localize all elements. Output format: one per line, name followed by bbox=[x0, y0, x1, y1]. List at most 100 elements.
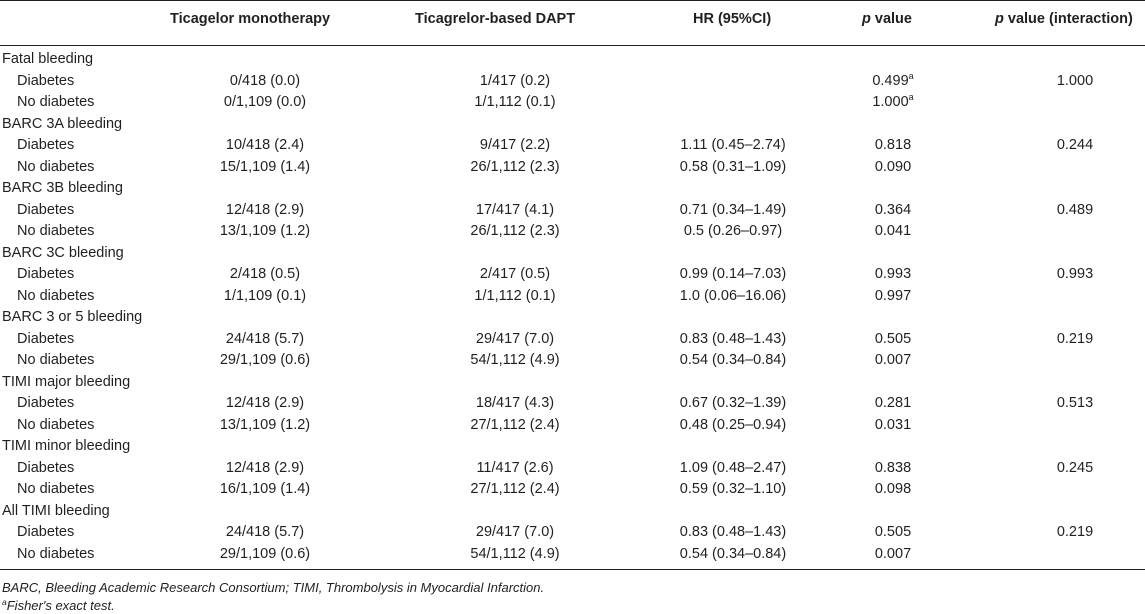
cell-p-value: 0.007 bbox=[874, 352, 912, 368]
cell-p-interaction: 0.489 bbox=[1056, 201, 1094, 218]
cell-p-interaction: 0.219 bbox=[1056, 524, 1094, 540]
header-p-interaction: p value (interaction) bbox=[995, 11, 1133, 27]
footnote-a: aFisher's exact test. bbox=[2, 597, 115, 613]
cell-p-value: 0.031 bbox=[874, 416, 912, 433]
row-label: Diabetes bbox=[17, 459, 75, 476]
cell-p-value: 0.993 bbox=[874, 266, 912, 282]
table-bottom-rule bbox=[0, 569, 1145, 570]
cell-p-value: 0.499a bbox=[872, 70, 914, 89]
cell-ticagrelor-monotherapy: 0/1,109 (0.0) bbox=[223, 94, 307, 110]
cell-ticagrelor-dapt: 27/1,112 (2.4) bbox=[470, 481, 560, 497]
cell-ticagrelor-monotherapy: 0/418 (0.0) bbox=[229, 72, 301, 89]
table-group-row: BARC 3B bleeding bbox=[0, 178, 1145, 200]
cell-p-interaction: 1.000 bbox=[1056, 72, 1094, 89]
cell-hr: 1.0 (0.06–16.06) bbox=[679, 287, 787, 304]
cell-ticagrelor-monotherapy: 24/418 (5.7) bbox=[225, 330, 305, 347]
row-label: No diabetes bbox=[17, 223, 95, 239]
table-row: No diabetes 0/1,109 (0.0) 1/1,112 (0.1) 1.0… bbox=[0, 92, 1145, 114]
cell-hr: 1.09 (0.48–2.47) bbox=[679, 459, 787, 476]
cell-ticagrelor-monotherapy: 13/1,109 (1.2) bbox=[219, 416, 311, 433]
header-ticagrelor-monotherapy: Ticagelor monotherapy bbox=[170, 11, 331, 27]
cell-hr: 0.67 (0.32–1.39) bbox=[679, 395, 787, 411]
table-group-row: BARC 3C bleeding bbox=[0, 243, 1145, 265]
cell-hr: 0.83 (0.48–1.43) bbox=[679, 330, 787, 347]
cell-hr: 0.83 (0.48–1.43) bbox=[679, 524, 787, 540]
cell-ticagrelor-dapt: 54/1,112 (4.9) bbox=[470, 352, 560, 368]
cell-ticagrelor-dapt: 1/1,112 (0.1) bbox=[474, 287, 556, 304]
table-group-row: BARC 3 or 5 bleeding bbox=[0, 307, 1145, 329]
cell-hr: 0.54 (0.34–0.84) bbox=[679, 545, 787, 562]
cell-p-value: 0.098 bbox=[874, 481, 912, 497]
header-ticagrelor-dapt: Ticagrelor-based DAPT bbox=[415, 11, 576, 27]
row-label: Diabetes bbox=[17, 395, 75, 411]
cell-p-interaction: 0.219 bbox=[1056, 330, 1094, 347]
cell-p-value: 1.000a bbox=[872, 92, 914, 111]
cell-ticagrelor-dapt: 18/417 (4.3) bbox=[475, 395, 555, 411]
cell-ticagrelor-dapt: 9/417 (2.2) bbox=[479, 137, 551, 153]
row-label: Diabetes bbox=[17, 201, 75, 218]
cell-hr: 1.11 (0.45–2.74) bbox=[680, 137, 786, 153]
table-row: No diabetes 13/1,109 (1.2) 27/1,112 (2.4) 0… bbox=[0, 415, 1145, 437]
group-label: Fatal bleeding bbox=[2, 51, 94, 67]
cell-p-value: 0.505 bbox=[874, 330, 912, 347]
table-row: Diabetes 2/418 (0.5) 2/417 (0.5) 0.99 (0.14… bbox=[0, 264, 1145, 286]
cell-ticagrelor-dapt: 2/417 (0.5) bbox=[479, 266, 551, 282]
table-row: Diabetes 12/418 (2.9) 17/417 (4.1) 0.71 (0.… bbox=[0, 200, 1145, 222]
cell-p-value: 0.007 bbox=[874, 545, 912, 562]
row-label: Diabetes bbox=[17, 137, 75, 153]
cell-ticagrelor-monotherapy: 16/1,109 (1.4) bbox=[219, 481, 311, 497]
cell-p-value: 0.041 bbox=[874, 223, 912, 239]
table-row: No diabetes 29/1,109 (0.6) 54/1,112 (4.9) 0… bbox=[0, 544, 1145, 566]
cell-ticagrelor-monotherapy: 1/1,109 (0.1) bbox=[223, 287, 307, 304]
table-row: No diabetes 29/1,109 (0.6) 54/1,112 (4.9) 0… bbox=[0, 350, 1145, 372]
row-label: Diabetes bbox=[17, 72, 75, 89]
cell-ticagrelor-monotherapy: 29/1,109 (0.6) bbox=[219, 545, 311, 562]
cell-ticagrelor-dapt: 1/1,112 (0.1) bbox=[474, 94, 556, 110]
cell-hr: 0.59 (0.32–1.10) bbox=[679, 481, 787, 497]
cell-hr: 0.99 (0.14–7.03) bbox=[679, 266, 787, 282]
row-label: No diabetes bbox=[17, 94, 95, 110]
cell-ticagrelor-monotherapy: 12/418 (2.9) bbox=[225, 201, 305, 218]
row-label: Diabetes bbox=[17, 330, 75, 347]
cell-ticagrelor-monotherapy: 2/418 (0.5) bbox=[229, 266, 301, 282]
table-group-row: All TIMI bleeding bbox=[0, 501, 1145, 523]
table-row: Diabetes 10/418 (2.4) 9/417 (2.2) 1.11 (0.4… bbox=[0, 135, 1145, 157]
cell-hr: 0.58 (0.31–1.09) bbox=[679, 158, 787, 175]
cell-ticagrelor-monotherapy: 13/1,109 (1.2) bbox=[219, 223, 311, 239]
table-group-row: TIMI minor bleeding bbox=[0, 436, 1145, 458]
row-label: Diabetes bbox=[17, 266, 75, 282]
footnote-marker: a bbox=[908, 92, 914, 102]
row-label: No diabetes bbox=[17, 352, 95, 368]
cell-ticagrelor-monotherapy: 10/418 (2.4) bbox=[225, 137, 305, 153]
cell-p-value: 0.818 bbox=[874, 137, 912, 153]
table-group-row: BARC 3A bleeding bbox=[0, 114, 1145, 136]
cell-hr: 0.48 (0.25–0.94) bbox=[679, 416, 787, 433]
cell-ticagrelor-dapt: 27/1,112 (2.4) bbox=[470, 416, 560, 433]
cell-ticagrelor-dapt: 29/417 (7.0) bbox=[475, 524, 555, 540]
table-group-row: TIMI major bleeding bbox=[0, 372, 1145, 394]
footnote-marker: a bbox=[908, 70, 914, 81]
row-label: No diabetes bbox=[17, 287, 95, 304]
cell-hr: 0.71 (0.34–1.49) bbox=[679, 201, 787, 218]
group-label: BARC 3A bleeding bbox=[2, 115, 123, 132]
row-label: No diabetes bbox=[17, 545, 95, 562]
cell-p-interaction: 0.993 bbox=[1056, 266, 1094, 282]
cell-hr: 0.54 (0.34–0.84) bbox=[679, 352, 787, 368]
cell-p-value: 0.090 bbox=[874, 158, 912, 175]
group-label: BARC 3 or 5 bleeding bbox=[2, 309, 143, 325]
table-group-row: Fatal bleeding bbox=[0, 49, 1145, 71]
cell-p-interaction: 0.513 bbox=[1056, 395, 1094, 411]
cell-ticagrelor-dapt: 29/417 (7.0) bbox=[475, 330, 555, 347]
table-top-rule bbox=[0, 0, 1145, 1]
group-label: All TIMI bleeding bbox=[2, 502, 110, 519]
table-row: Diabetes 24/418 (5.7) 29/417 (7.0) 0.83 (0.… bbox=[0, 329, 1145, 351]
table-row: Diabetes 12/418 (2.9) 11/417 (2.6) 1.09 (0.… bbox=[0, 458, 1145, 480]
row-label: No diabetes bbox=[17, 158, 95, 175]
header-hr: HR (95%CI) bbox=[693, 11, 772, 27]
table-row: No diabetes 16/1,109 (1.4) 27/1,112 (2.4) 0… bbox=[0, 479, 1145, 501]
table-row: No diabetes 13/1,109 (1.2) 26/1,112 (2.3) 0… bbox=[0, 221, 1145, 243]
cell-ticagrelor-dapt: 26/1,112 (2.3) bbox=[470, 223, 560, 239]
footnote-abbreviations: BARC, Bleeding Academic Research Consort… bbox=[2, 580, 545, 595]
row-label: No diabetes bbox=[17, 416, 95, 433]
cell-ticagrelor-monotherapy: 15/1,109 (1.4) bbox=[219, 158, 311, 175]
